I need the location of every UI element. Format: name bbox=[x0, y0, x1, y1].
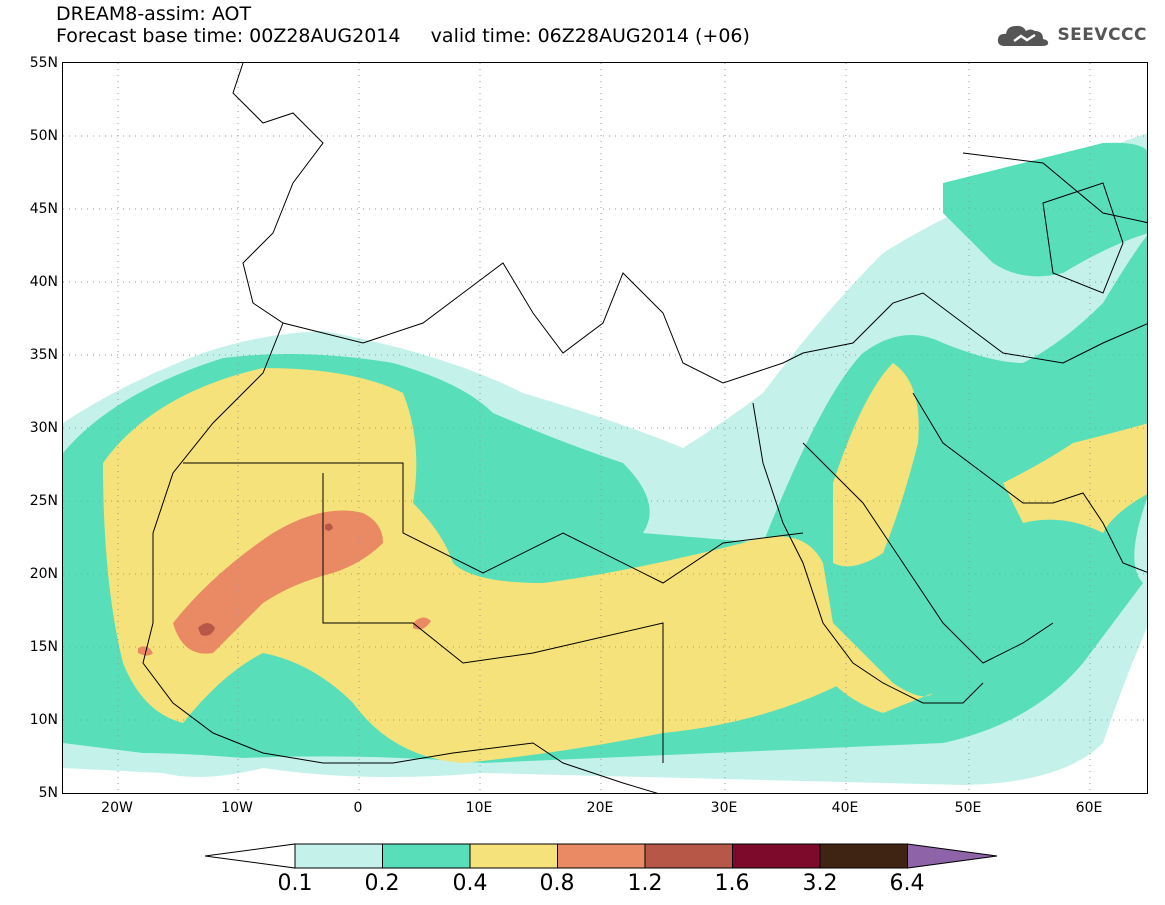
lat-label-20n: 20N bbox=[29, 566, 58, 582]
lon-label-10w: 10W bbox=[221, 800, 253, 816]
aot-contour-1-2 bbox=[198, 523, 333, 636]
colorbar-label: 1.6 bbox=[714, 871, 750, 896]
colorbar-label: 0.2 bbox=[364, 871, 400, 896]
colorbar-swatch bbox=[819, 843, 908, 869]
colorbar-swatch bbox=[382, 843, 471, 869]
colorbar-swatch bbox=[294, 843, 383, 869]
colorbar-label: 0.8 bbox=[539, 871, 575, 896]
seevccc-logo: SEEVCCC bbox=[997, 22, 1147, 48]
lon-label-20e: 20E bbox=[586, 800, 614, 816]
colorbar-label: 0.1 bbox=[277, 871, 313, 896]
lat-label-50n: 50N bbox=[29, 128, 58, 144]
lat-label-45n: 45N bbox=[29, 201, 58, 217]
colorbar-swatch bbox=[732, 843, 821, 869]
lat-label-15n: 15N bbox=[29, 639, 58, 655]
colorbar-swatch bbox=[469, 843, 558, 869]
lat-label-10n: 10N bbox=[29, 712, 58, 728]
colorbar-under-arrow bbox=[205, 843, 296, 869]
colorbar-label: 0.4 bbox=[452, 871, 488, 896]
lat-label-30n: 30N bbox=[29, 420, 58, 436]
colorbar-label: 1.2 bbox=[627, 871, 663, 896]
forecast-time-subtitle: Forecast base time: 00Z28AUG2014 valid t… bbox=[56, 25, 750, 47]
lon-label-50e: 50E bbox=[954, 800, 982, 816]
lat-label-55n: 55N bbox=[29, 55, 58, 71]
graticule bbox=[63, 63, 1147, 793]
coastlines bbox=[142, 63, 1147, 793]
colorbar-label: 3.2 bbox=[802, 871, 838, 896]
lon-label-60e: 60E bbox=[1075, 800, 1103, 816]
colorbar-over-arrow bbox=[907, 843, 998, 869]
colorbar-swatch bbox=[557, 843, 646, 869]
logo-text: SEEVCCC bbox=[1057, 25, 1147, 45]
aot-map bbox=[62, 62, 1148, 794]
lat-label-35n: 35N bbox=[29, 347, 58, 363]
colorbar-label: 6.4 bbox=[889, 871, 925, 896]
lon-label-40e: 40E bbox=[831, 800, 859, 816]
lat-label-25n: 25N bbox=[29, 493, 58, 509]
aot-colorbar bbox=[205, 843, 998, 869]
lon-label-30e: 30E bbox=[710, 800, 738, 816]
map-title: DREAM8-assim: AOT bbox=[56, 3, 252, 25]
cloud-icon bbox=[998, 25, 1049, 46]
lon-label-20w: 20W bbox=[101, 800, 133, 816]
lon-label-10e: 10E bbox=[465, 800, 493, 816]
lon-label-0: 0 bbox=[353, 800, 363, 816]
lat-label-5n: 5N bbox=[38, 785, 58, 801]
lat-label-40n: 40N bbox=[29, 274, 58, 290]
aot-contour-0-4 bbox=[103, 363, 1147, 763]
colorbar-swatch bbox=[644, 843, 733, 869]
